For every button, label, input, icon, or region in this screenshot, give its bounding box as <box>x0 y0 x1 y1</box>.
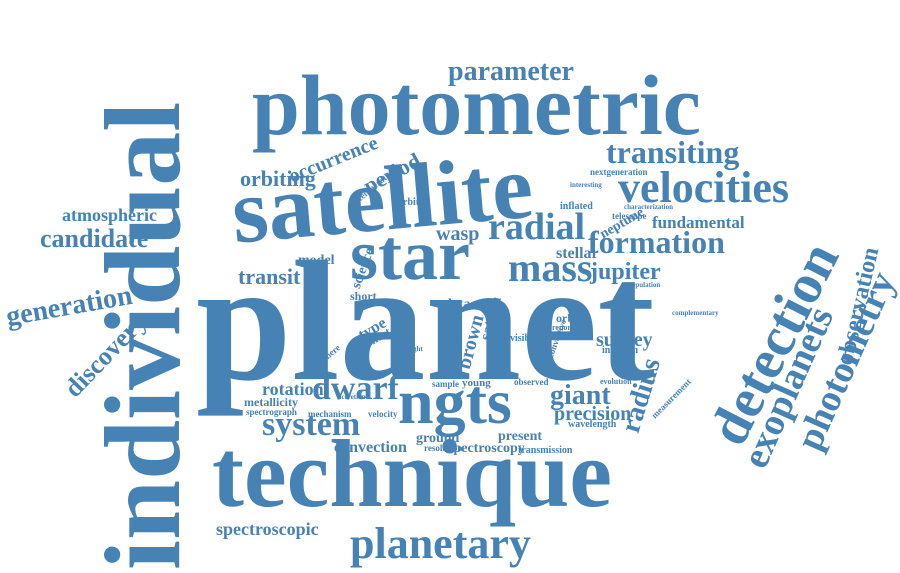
word-interesting: interesting <box>570 181 602 189</box>
word-formation: formation <box>588 224 725 260</box>
word-transmission: transmission <box>518 445 573 456</box>
word-mass: mass <box>508 245 593 290</box>
word-bright: bright <box>404 345 423 353</box>
word-young: young <box>462 377 491 389</box>
word-candidate: candidate <box>40 224 149 253</box>
word-characterization: characterization <box>624 203 673 211</box>
word-telescope: telescope <box>612 211 647 221</box>
word-velocity: velocity <box>368 409 398 419</box>
word-rotation: rotation <box>262 379 324 399</box>
word-observed: observed <box>514 377 549 387</box>
word-wavelength: wavelength <box>568 419 617 430</box>
word-wasp: wasp <box>436 223 480 245</box>
word-star: star <box>350 215 470 295</box>
word-orbit: orbit <box>556 311 582 325</box>
word-stellar: stellar <box>556 245 599 262</box>
word-complementary: complementary <box>672 309 719 317</box>
word-transit: transit <box>238 264 301 289</box>
word-convection: convection <box>334 439 407 456</box>
word-atmospheric: atmospheric <box>62 205 157 225</box>
word-parameter: parameter <box>448 56 574 87</box>
word-evolution: evolution <box>600 377 632 386</box>
word-orbiting: orbiting <box>240 166 316 191</box>
word-precision: precision <box>554 403 632 425</box>
word-planet: planet <box>196 227 655 417</box>
word-population: population <box>628 281 661 289</box>
word-data: data <box>444 297 471 312</box>
word-resolution: resolution <box>424 443 463 453</box>
word-spectroscopic: spectroscopic <box>216 519 319 539</box>
word-spectrograph: spectrograph <box>246 407 297 417</box>
word-orbital: orbital <box>398 197 427 208</box>
word-planetary: planetary <box>350 519 531 568</box>
word-report: report <box>552 323 574 332</box>
word-ground: ground <box>416 431 460 446</box>
word-model: model <box>298 253 335 268</box>
word-fundamental: fundamental <box>652 213 745 232</box>
word-inflation: inflation <box>602 345 639 356</box>
word-ngts: ngts <box>398 366 512 437</box>
word-inflated: inflated <box>560 201 593 212</box>
word-spectroscopy: spectroscopy <box>448 441 525 456</box>
word-short: short <box>350 289 377 303</box>
word-dwarf: dwarf <box>312 370 399 407</box>
word-sample: sample <box>432 379 459 389</box>
word-jupiter: jupiter <box>590 259 661 285</box>
word-photometric: photometric <box>252 57 701 153</box>
word-system: system <box>262 406 361 443</box>
word-survey: survey <box>596 329 653 351</box>
word-velocities: velocities <box>618 163 790 212</box>
word-accretion: accretion <box>338 393 366 401</box>
word-nextgeneration: nextgeneration <box>590 167 648 177</box>
word-radial: radial <box>488 206 586 248</box>
word-mechanism: mechanism <box>308 409 352 419</box>
word-giant: giant <box>550 380 611 411</box>
word-metallicity: metallicity <box>244 395 298 409</box>
word-technique: technique <box>212 420 613 527</box>
word-present: present <box>498 429 543 444</box>
word-transiting: transiting <box>606 134 740 170</box>
word-visible: visible <box>510 333 538 344</box>
